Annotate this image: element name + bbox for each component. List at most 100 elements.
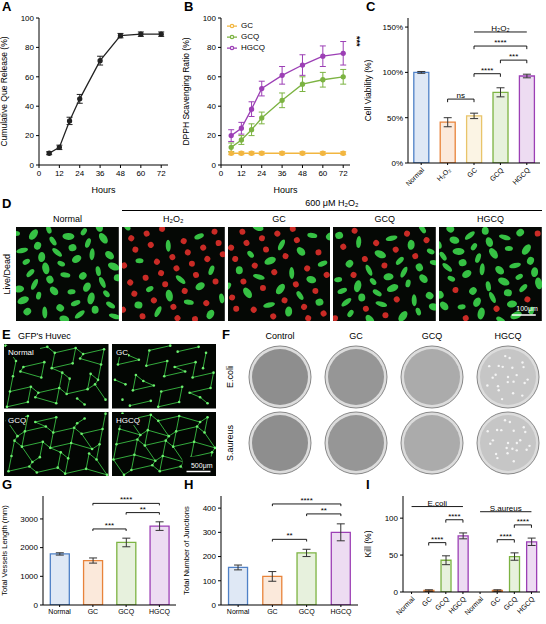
svg-text:GC: GC [489, 595, 501, 607]
svg-text:GC: GC [116, 348, 128, 357]
svg-text:**: ** [321, 506, 327, 515]
html-text:B: B [184, 0, 194, 14]
svg-text:GC: GC [88, 608, 99, 615]
svg-text:3000: 3000 [20, 515, 38, 524]
svg-text:300: 300 [203, 528, 217, 537]
svg-text:80: 80 [25, 43, 34, 52]
svg-text:****: **** [494, 38, 506, 47]
html-text:G: G [2, 477, 13, 492]
svg-text:72: 72 [339, 169, 348, 178]
svg-text:100: 100 [203, 577, 217, 586]
svg-text:E.coli: E.coli [427, 499, 447, 508]
svg-text:Total Vessels Length (mm): Total Vessels Length (mm) [0, 505, 9, 596]
svg-text:40: 40 [25, 102, 34, 111]
svg-text:HGCQ: HGCQ [511, 166, 532, 187]
svg-text:150%: 150% [383, 23, 403, 32]
svg-text:HGCQ: HGCQ [516, 595, 537, 616]
svg-text:200: 200 [203, 552, 217, 561]
svg-text:2000: 2000 [20, 543, 38, 552]
svg-text:24: 24 [75, 169, 84, 178]
svg-text:20: 20 [207, 131, 216, 140]
svg-text:HGCQ: HGCQ [330, 608, 352, 616]
svg-text:Normal: Normal [8, 348, 34, 357]
svg-text:Kill (%): Kill (%) [364, 530, 373, 557]
svg-text:40: 40 [207, 102, 216, 111]
svg-text:GC: GC [421, 595, 433, 607]
svg-text:72: 72 [157, 169, 166, 178]
svg-text:***: *** [105, 521, 114, 530]
html-text:D: D [2, 196, 12, 211]
svg-text:50%: 50% [387, 114, 403, 123]
svg-text:****: **** [431, 535, 443, 544]
svg-text:Hours: Hours [91, 185, 116, 195]
svg-text:50: 50 [389, 551, 398, 560]
svg-text:36: 36 [278, 169, 287, 178]
svg-text:****: **** [120, 495, 132, 504]
svg-text:60: 60 [318, 169, 327, 178]
svg-text:48: 48 [116, 169, 125, 178]
svg-text:60: 60 [207, 73, 216, 82]
svg-text:100: 100 [385, 514, 399, 523]
svg-text:Total Number of Junctions: Total Number of Junctions [182, 506, 191, 595]
svg-text:H₂O₂: H₂O₂ [491, 24, 509, 33]
svg-text:**: ** [286, 531, 292, 540]
svg-text:GCQ: GCQ [299, 608, 316, 616]
svg-text:GCQ: GCQ [118, 608, 135, 616]
svg-text:Hours: Hours [273, 185, 298, 195]
svg-text:100%: 100% [383, 68, 403, 77]
svg-text:****: **** [448, 512, 460, 521]
svg-text:****: **** [517, 517, 529, 526]
svg-text:48: 48 [298, 169, 307, 178]
svg-text:***: *** [509, 52, 518, 61]
svg-text:****: **** [481, 66, 493, 75]
svg-text:**: ** [140, 505, 146, 514]
svg-text:Cumulative Que Release (%): Cumulative Que Release (%) [0, 36, 9, 146]
svg-text:ns: ns [457, 91, 465, 100]
svg-text:12: 12 [55, 169, 64, 178]
svg-text:500μm: 500μm [190, 461, 212, 469]
svg-text:GC: GC [267, 608, 278, 615]
html-text:C: C [366, 0, 376, 14]
svg-text:60: 60 [25, 73, 34, 82]
svg-text:H₂O₂: H₂O₂ [436, 166, 452, 182]
svg-text:GC: GC [466, 166, 478, 178]
svg-text:****: **** [300, 496, 312, 505]
svg-text:0: 0 [34, 601, 39, 610]
svg-text:GCQ: GCQ [502, 595, 519, 612]
html-text:A: A [2, 0, 12, 14]
svg-text:0: 0 [37, 169, 42, 178]
svg-text:60: 60 [136, 169, 145, 178]
svg-text:HGCQ: HGCQ [116, 416, 140, 425]
svg-text:400: 400 [203, 504, 217, 513]
svg-text:0: 0 [394, 588, 399, 597]
svg-text:80: 80 [207, 43, 216, 52]
html-text:H: H [184, 477, 194, 492]
svg-text:Normal: Normal [227, 608, 250, 615]
svg-text:Normal: Normal [48, 608, 71, 615]
svg-text:24: 24 [257, 169, 266, 178]
svg-text:Normal: Normal [395, 595, 416, 616]
svg-text:12: 12 [237, 169, 246, 178]
svg-text:0: 0 [219, 169, 224, 178]
svg-text:0: 0 [212, 601, 217, 610]
svg-text:0%: 0% [391, 159, 403, 168]
svg-text:Cell Viability (%): Cell Viability (%) [364, 59, 373, 121]
svg-text:HGCQ: HGCQ [149, 608, 171, 616]
svg-text:GCQ: GCQ [8, 416, 26, 425]
svg-text:DPPH Scavenging Ratio (%): DPPH Scavenging Ratio (%) [182, 37, 191, 145]
svg-text:1000: 1000 [20, 572, 38, 581]
svg-text:0: 0 [30, 161, 35, 170]
svg-text:GCQ: GCQ [488, 166, 505, 183]
svg-text:HGCQ: HGCQ [447, 595, 468, 616]
svg-text:0: 0 [212, 161, 217, 170]
svg-text:****: **** [500, 532, 512, 541]
svg-text:S.aureus: S.aureus [490, 504, 522, 513]
svg-text:100: 100 [203, 14, 217, 23]
svg-text:Normal: Normal [405, 166, 426, 187]
svg-text:GCQ: GCQ [433, 595, 450, 612]
svg-text:Normal: Normal [463, 595, 484, 616]
svg-text:20: 20 [25, 131, 34, 140]
svg-text:36: 36 [96, 169, 105, 178]
svg-text:100μm: 100μm [516, 305, 538, 313]
svg-text:100: 100 [21, 14, 35, 23]
